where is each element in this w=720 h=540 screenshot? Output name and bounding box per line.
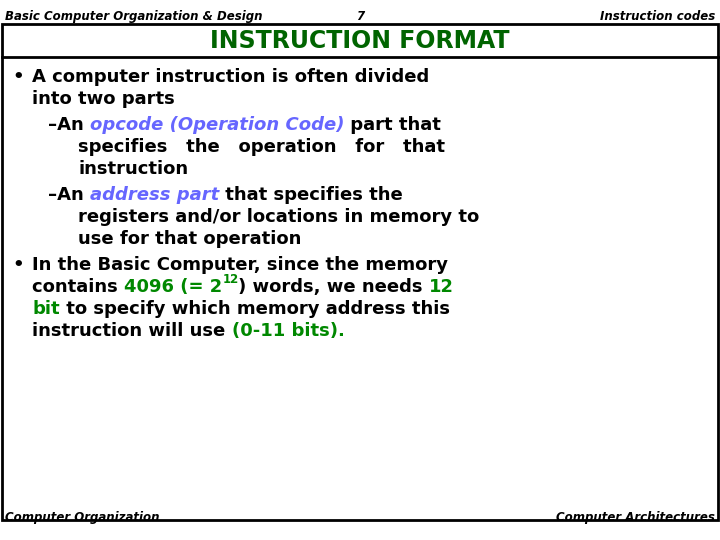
Text: address part: address part [90, 186, 220, 204]
Text: •: • [12, 256, 24, 274]
Text: Computer Architectures: Computer Architectures [556, 511, 715, 524]
Text: 4096 (= 2: 4096 (= 2 [124, 278, 222, 296]
Text: opcode (Operation Code): opcode (Operation Code) [90, 116, 344, 134]
Text: 7: 7 [356, 10, 364, 23]
Text: Instruction codes: Instruction codes [600, 10, 715, 23]
Text: INSTRUCTION FORMAT: INSTRUCTION FORMAT [210, 29, 510, 52]
Text: to specify which memory address this: to specify which memory address this [60, 300, 449, 318]
Text: •: • [12, 68, 24, 86]
Text: bit: bit [32, 300, 60, 318]
Text: –An: –An [48, 186, 90, 204]
Text: –An: –An [48, 116, 90, 134]
Text: ) words, we needs: ) words, we needs [238, 278, 429, 296]
Text: instruction: instruction [78, 160, 188, 178]
Text: (0-11 bits).: (0-11 bits). [232, 322, 344, 340]
Text: instruction will use: instruction will use [32, 322, 232, 340]
Text: 12: 12 [222, 273, 238, 286]
Text: specifies   the   operation   for   that: specifies the operation for that [78, 138, 445, 156]
Text: use for that operation: use for that operation [78, 230, 302, 248]
Text: that specifies the: that specifies the [220, 186, 403, 204]
Text: Computer Organization: Computer Organization [5, 511, 160, 524]
Text: In the Basic Computer, since the memory: In the Basic Computer, since the memory [32, 256, 448, 274]
Text: registers and/or locations in memory to: registers and/or locations in memory to [78, 208, 480, 226]
Text: A computer instruction is often divided: A computer instruction is often divided [32, 68, 429, 86]
Text: 12: 12 [429, 278, 454, 296]
Text: into two parts: into two parts [32, 90, 175, 108]
Text: contains: contains [32, 278, 124, 296]
Text: Basic Computer Organization & Design: Basic Computer Organization & Design [5, 10, 263, 23]
Text: part that: part that [344, 116, 441, 134]
